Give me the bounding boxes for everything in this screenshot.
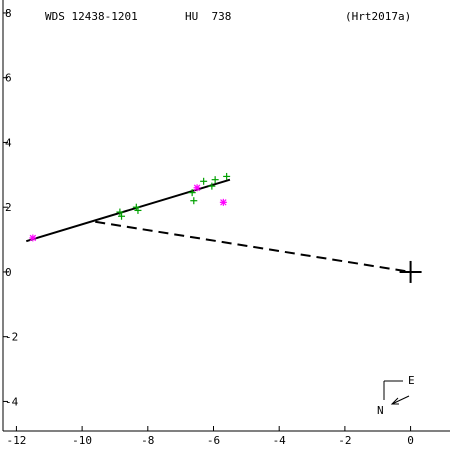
y-tick-label: 6 bbox=[5, 72, 12, 85]
special-measurement-point bbox=[219, 198, 227, 206]
plot-area bbox=[25, 172, 422, 283]
y-tick-label: 4 bbox=[5, 136, 12, 149]
arrowhead-icon bbox=[390, 397, 399, 405]
y-tick-label: -4 bbox=[5, 395, 19, 408]
y-tick-label: -2 bbox=[5, 331, 18, 344]
measurement-point bbox=[190, 197, 198, 205]
x-tick-label: -10 bbox=[72, 434, 92, 447]
measurement-point bbox=[116, 208, 124, 216]
x-tick-label: 0 bbox=[407, 434, 414, 447]
orbit-line bbox=[25, 178, 231, 243]
line-of-nodes bbox=[95, 220, 411, 273]
compass-east-label: E bbox=[408, 374, 415, 387]
measurement-point bbox=[132, 203, 140, 211]
measurement-point bbox=[134, 206, 142, 214]
x-tick-label: -8 bbox=[141, 434, 154, 447]
y-tick-label: 8 bbox=[5, 7, 12, 20]
compass-rose: E N bbox=[377, 374, 415, 417]
special-measurement-point bbox=[193, 184, 201, 192]
discoverer-code: HU 738 bbox=[185, 10, 232, 23]
measurement-point bbox=[118, 212, 126, 220]
measurement-point bbox=[200, 177, 208, 185]
star-d2 bbox=[29, 234, 37, 242]
motion-arrow-icon bbox=[391, 395, 410, 405]
y-tick-label: 0 bbox=[5, 266, 12, 279]
measurement-point bbox=[223, 172, 231, 180]
x-tick-label: -12 bbox=[6, 434, 26, 447]
measurement-point bbox=[188, 189, 196, 197]
special-measurement-point bbox=[29, 234, 37, 242]
compass-north-label: N bbox=[377, 404, 384, 417]
star-d2 bbox=[193, 184, 201, 191]
measurement-point bbox=[208, 182, 216, 190]
wds-designation: WDS 12438-1201 bbox=[45, 10, 138, 23]
measurement-point bbox=[211, 176, 219, 184]
star-d2 bbox=[220, 199, 227, 206]
x-tick-label: -6 bbox=[207, 434, 220, 447]
reference-code: (Hrt2017a) bbox=[345, 10, 412, 23]
x-tick-label: -2 bbox=[338, 434, 351, 447]
y-tick-label: 2 bbox=[5, 201, 12, 214]
x-tick-label: -4 bbox=[273, 434, 287, 447]
